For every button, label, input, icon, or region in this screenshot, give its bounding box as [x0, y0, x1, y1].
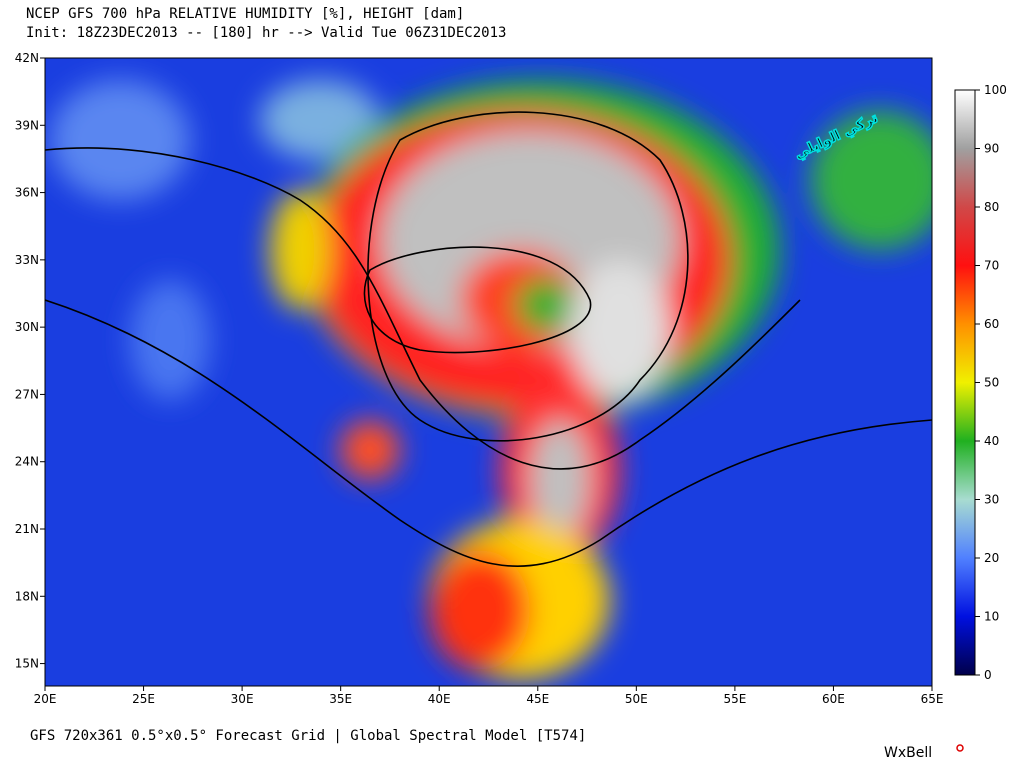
colorbar-tick-label: 20	[984, 551, 999, 565]
map-frame	[44, 57, 933, 687]
colorbar-tick-label: 60	[984, 317, 999, 331]
logo-mark	[956, 744, 964, 752]
colorbar-tick-label: 0	[984, 668, 992, 682]
logo: WxBell	[884, 745, 932, 761]
x-tick-label: 55E	[723, 692, 746, 706]
subtitle: Init: 18Z23DEC2013 -- [180] hr --> Valid…	[26, 25, 506, 41]
colorbar	[954, 89, 976, 676]
x-tick-label: 30E	[231, 692, 254, 706]
height-contours	[45, 111, 932, 567]
colorbar-tick-label: 10	[984, 610, 999, 624]
y-tick-label: 39N	[15, 118, 39, 132]
x-tick-label: 65E	[921, 692, 944, 706]
y-tick-label: 21N	[15, 522, 39, 536]
x-tick-label: 50E	[625, 692, 648, 706]
y-tick-label: 36N	[15, 186, 39, 200]
y-tick-label: 30N	[15, 320, 39, 334]
y-tick-label: 33N	[15, 253, 39, 267]
y-tick-label: 24N	[15, 455, 39, 469]
x-tick-label: 25E	[132, 692, 155, 706]
x-tick-label: 60E	[822, 692, 845, 706]
y-tick-label: 15N	[15, 657, 39, 671]
colorbar-tick-label: 90	[984, 142, 999, 156]
x-tick-label: 40E	[428, 692, 451, 706]
colorbar-tick-label: 70	[984, 259, 999, 273]
colorbar-tick-label: 50	[984, 376, 999, 390]
x-tick-label: 20E	[34, 692, 57, 706]
colorbar-tick-label: 100	[984, 83, 1007, 97]
colorbar-tick-label: 40	[984, 434, 999, 448]
humidity-field	[45, 58, 932, 686]
y-tick-label: 27N	[15, 387, 39, 401]
colorbar-tick-label: 30	[984, 493, 999, 507]
x-tick-label: 35E	[329, 692, 352, 706]
y-tick-label: 18N	[15, 589, 39, 603]
x-tick-label: 45E	[526, 692, 549, 706]
title: NCEP GFS 700 hPa RELATIVE HUMIDITY [%], …	[26, 6, 464, 22]
y-tick-label: 42N	[15, 51, 39, 65]
footer: GFS 720x361 0.5°x0.5° Forecast Grid | Gl…	[30, 728, 586, 744]
colorbar-tick-label: 80	[984, 200, 999, 214]
